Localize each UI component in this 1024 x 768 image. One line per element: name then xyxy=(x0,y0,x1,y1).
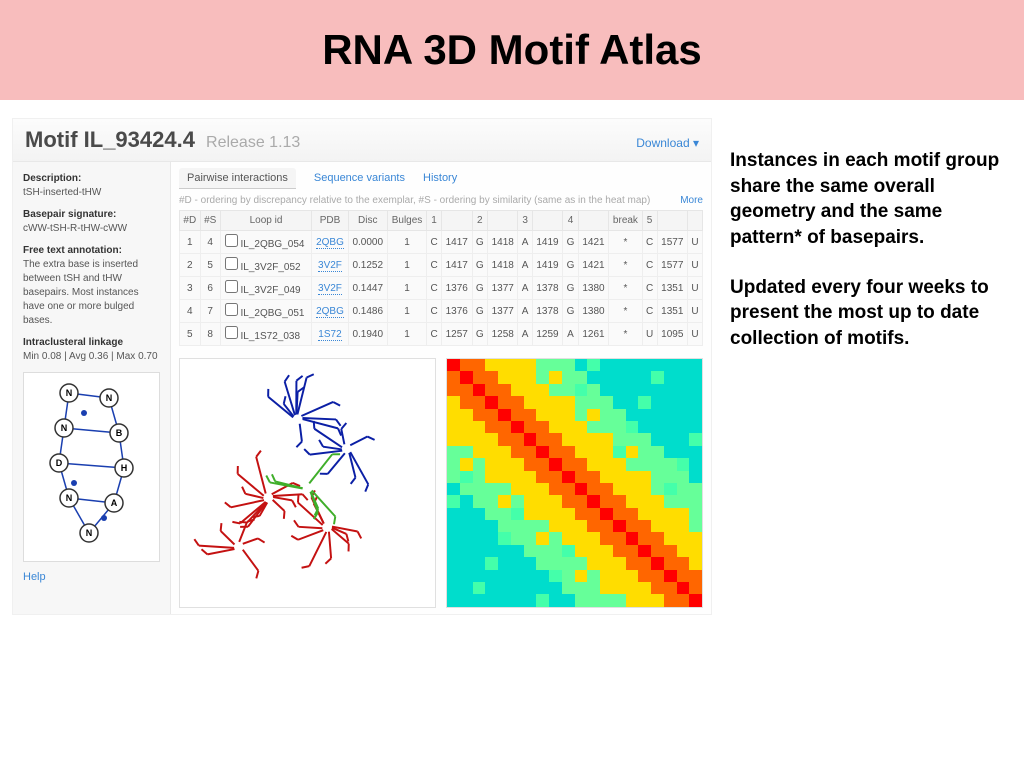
pdb-link[interactable]: 3V2F xyxy=(318,283,342,295)
tab-bar: Pairwise interactions Sequence variants … xyxy=(179,168,703,189)
molecule-svg xyxy=(180,359,435,607)
motif-title: Motif IL_93424.4 xyxy=(25,127,195,152)
table-row[interactable]: 47 IL_2QBG_0512QBG0.14861C1376G1377A1378… xyxy=(180,300,703,323)
tab-pairwise[interactable]: Pairwise interactions xyxy=(179,168,296,189)
pdb-link[interactable]: 1S72 xyxy=(318,329,341,341)
ft-label: Free text annotation: xyxy=(23,245,122,256)
desc-value: tSH-inserted-tHW xyxy=(23,187,101,198)
svg-text:N: N xyxy=(106,393,113,403)
pdb-link[interactable]: 2QBG xyxy=(316,306,344,318)
main-panel: Pairwise interactions Sequence variants … xyxy=(171,162,711,614)
svg-text:N: N xyxy=(66,388,73,398)
svg-text:H: H xyxy=(121,463,128,473)
svg-text:N: N xyxy=(66,493,73,503)
more-link[interactable]: More xyxy=(680,195,703,206)
row-checkbox[interactable] xyxy=(225,234,238,247)
pdb-link[interactable]: 2QBG xyxy=(316,237,344,249)
pdb-link[interactable]: 3V2F xyxy=(318,260,342,272)
description-text: Instances in each motif group share the … xyxy=(730,118,1012,615)
tab-history[interactable]: History xyxy=(423,168,457,189)
atlas-screenshot: Motif IL_93424.4 Release 1.13 Download ▾… xyxy=(12,118,712,615)
svg-text:D: D xyxy=(56,458,63,468)
release-label: Release 1.13 xyxy=(206,134,300,151)
ft-value: The extra base is inserted between tSH a… xyxy=(23,259,139,326)
title-banner: RNA 3D Motif Atlas xyxy=(0,0,1024,100)
tab-sequence[interactable]: Sequence variants xyxy=(314,168,405,189)
svg-text:A: A xyxy=(111,498,118,508)
secondary-structure-diagram: N N N B D H N A N xyxy=(23,372,160,562)
content-area: Motif IL_93424.4 Release 1.13 Download ▾… xyxy=(0,100,1024,615)
row-checkbox[interactable] xyxy=(225,303,238,316)
table-row[interactable]: 14 IL_2QBG_0542QBG0.00001C1417G1418A1419… xyxy=(180,231,703,254)
page-title: RNA 3D Motif Atlas xyxy=(322,26,702,74)
diagram-svg: N N N B D H N A N xyxy=(24,373,164,553)
svg-text:B: B xyxy=(116,428,123,438)
desc-paragraph-1: Instances in each motif group share the … xyxy=(730,148,1012,251)
sidebar: Description: tSH-inserted-tHW Basepair si… xyxy=(13,162,171,614)
app-body: Description: tSH-inserted-tHW Basepair si… xyxy=(13,162,711,614)
structure-3d-viewer[interactable] xyxy=(179,358,436,608)
table-row[interactable]: 58 IL_1S72_0381S720.19401C1257G1258A1259… xyxy=(180,323,703,346)
help-link[interactable]: Help xyxy=(23,570,160,585)
linkage-value: Min 0.08 | Avg 0.36 | Max 0.70 xyxy=(23,351,158,362)
linkage-label: Intraclusteral linkage xyxy=(23,337,123,348)
heatmap-grid xyxy=(447,359,702,607)
heatmap-viewer[interactable] xyxy=(446,358,703,608)
bp-label: Basepair signature: xyxy=(23,209,116,220)
desc-label: Description: xyxy=(23,173,81,184)
chevron-down-icon: ▾ xyxy=(693,136,699,150)
app-header: Motif IL_93424.4 Release 1.13 Download ▾ xyxy=(13,119,711,162)
visualization-row xyxy=(179,358,703,608)
bp-value: cWW-tSH-R-tHW-cWW xyxy=(23,223,127,234)
row-checkbox[interactable] xyxy=(225,280,238,293)
desc-paragraph-2: Updated every four weeks to present the … xyxy=(730,275,1012,352)
row-checkbox[interactable] xyxy=(225,326,238,339)
ordering-hint: #D - ordering by discrepancy relative to… xyxy=(179,195,703,206)
download-link[interactable]: Download ▾ xyxy=(636,136,699,150)
instances-table: #D#SLoop idPDBDiscBulges1234break5 14 IL… xyxy=(179,210,703,346)
table-row[interactable]: 36 IL_3V2F_0493V2F0.14471C1376G1377A1378… xyxy=(180,277,703,300)
svg-text:N: N xyxy=(61,423,68,433)
row-checkbox[interactable] xyxy=(225,257,238,270)
table-row[interactable]: 25 IL_3V2F_0523V2F0.12521C1417G1418A1419… xyxy=(180,254,703,277)
svg-text:N: N xyxy=(86,528,93,538)
